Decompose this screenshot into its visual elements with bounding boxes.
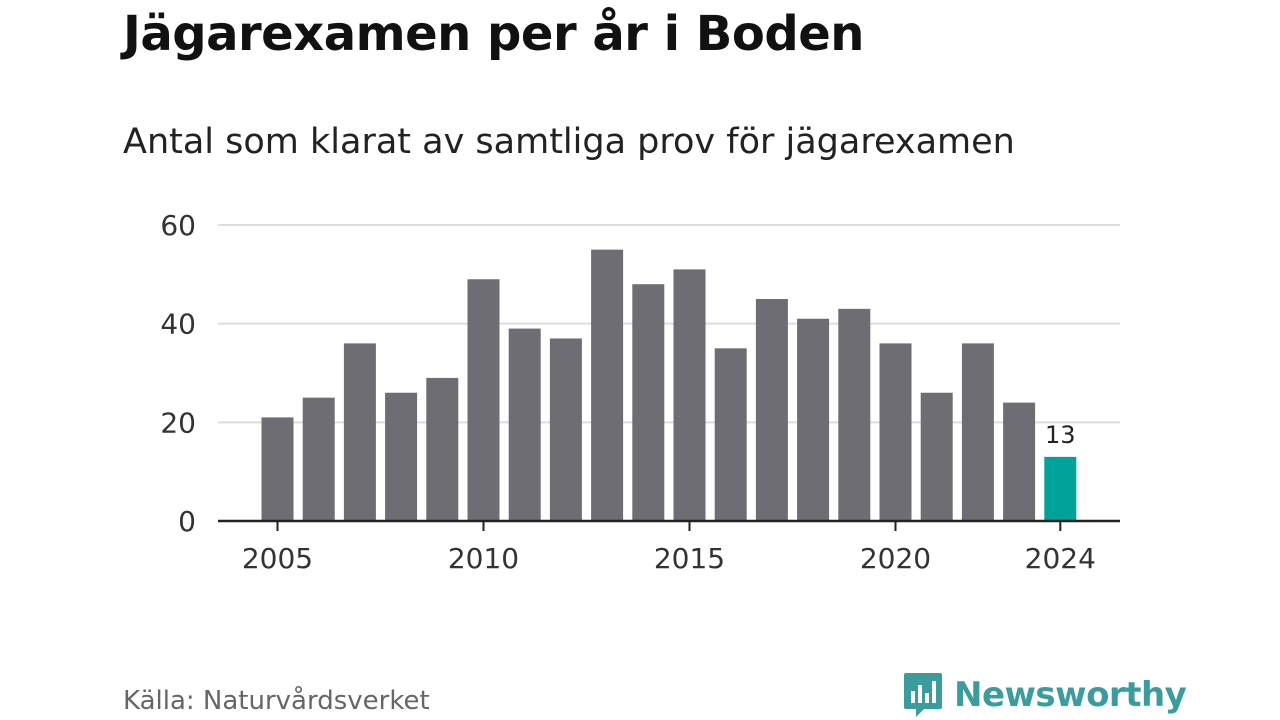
chart-title: Jägarexamen per år i Boden <box>123 6 864 62</box>
bar <box>467 279 500 521</box>
bar <box>426 377 459 521</box>
source-note: Källa: Naturvårdsverket <box>123 686 430 716</box>
y-tick-label: 40 <box>160 308 196 341</box>
y-tick-label: 20 <box>160 406 196 439</box>
x-tick-label: 2020 <box>860 542 931 575</box>
bar <box>961 343 994 521</box>
bar <box>673 269 706 521</box>
bar <box>838 308 871 521</box>
labels-layer: 0 20 40 60 13 2005 2010 2015 2020 2024 <box>160 209 1096 575</box>
y-tick-label: 60 <box>160 209 196 242</box>
bar <box>797 318 830 521</box>
x-tick-label: 2005 <box>242 542 313 575</box>
brand-logo: Newsworthy <box>902 670 1187 720</box>
bar <box>755 299 788 521</box>
x-tick-label: 2015 <box>654 542 725 575</box>
bar <box>879 343 912 521</box>
bar <box>302 397 335 521</box>
bar <box>343 343 376 521</box>
y-tick-label: 0 <box>178 505 196 538</box>
bar <box>1003 402 1036 521</box>
bar <box>261 417 294 521</box>
bar <box>632 284 665 521</box>
bar <box>385 392 418 521</box>
bars-layer <box>261 249 1077 521</box>
bar <box>549 338 582 521</box>
bar <box>591 249 624 521</box>
chart-subtitle: Antal som klarat av samtliga prov för jä… <box>123 122 1015 162</box>
brand-name: Newsworthy <box>954 675 1187 715</box>
bar <box>508 328 541 521</box>
ticks-layer <box>276 521 1062 531</box>
x-tick-label: 2010 <box>448 542 519 575</box>
bar <box>714 348 747 521</box>
x-tick-label: 2024 <box>1025 542 1096 575</box>
newsworthy-logo-icon <box>904 673 942 717</box>
bar <box>920 392 953 521</box>
data-label: 13 <box>1045 421 1076 449</box>
bar <box>1044 456 1077 521</box>
